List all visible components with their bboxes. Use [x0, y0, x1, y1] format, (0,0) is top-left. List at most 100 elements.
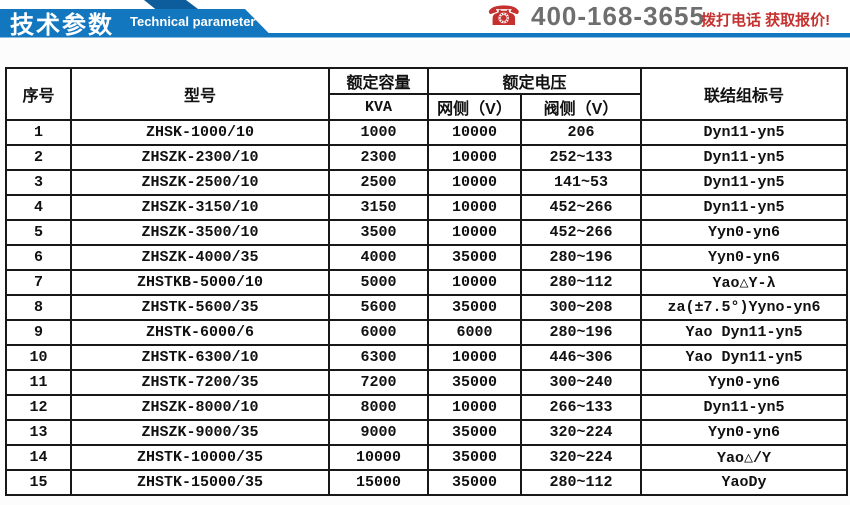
cell-grid: 35000 — [427, 294, 522, 321]
cell-kva: 3500 — [328, 219, 429, 246]
table-body: 1 ZHSK-1000/10 1000 10000 206 Dyn11-yn5 2 ZHSZK… — [5, 119, 849, 496]
cell-valve: 252~133 — [519, 144, 643, 171]
cell-conn: Dyn11-yn5 — [640, 194, 849, 221]
table-row: 6 ZHSZK-4000/35 4000 35000 280~196 Yyn0-yn6 — [5, 244, 849, 271]
cell-conn: YaoDy — [640, 469, 849, 496]
table-row: 3 ZHSZK-2500/10 2500 10000 141~53 Dyn11-yn5 — [5, 169, 849, 196]
cell-valve: 206 — [519, 119, 643, 146]
cell-grid: 35000 — [427, 419, 522, 446]
cell-conn: Dyn11-yn5 — [640, 119, 849, 146]
cell-model: ZHSZK-2300/10 — [70, 144, 330, 171]
cell-model: ZHSK-1000/10 — [70, 119, 330, 146]
cell-valve: 452~266 — [519, 219, 643, 246]
cell-kva: 2500 — [328, 169, 429, 196]
cell-valve: 300~208 — [519, 294, 643, 321]
cell-valve: 452~266 — [519, 194, 643, 221]
header-row-2: KVA 网侧（V） 阀侧（V） — [6, 93, 847, 121]
cell-seq: 10 — [5, 344, 72, 371]
cell-seq: 15 — [5, 469, 72, 496]
col-header-seq: 序号 — [5, 67, 72, 121]
cell-grid: 10000 — [427, 344, 522, 371]
cell-kva: 1000 — [328, 119, 429, 146]
cell-model: ZHSTK-6000/6 — [70, 319, 330, 346]
cell-conn: Yyn0-yn6 — [640, 369, 849, 396]
cell-kva: 3150 — [328, 194, 429, 221]
col-header-valve-side: 阀侧（V） — [519, 93, 643, 121]
table-header: 序号 型号 额定容量 额定电压 联结组标号 KVA 网侧（V） 阀侧（V） — [5, 67, 849, 121]
cell-seq: 12 — [5, 394, 72, 421]
cell-conn: Yao△Y-λ — [640, 269, 849, 296]
cell-seq: 3 — [5, 169, 72, 196]
cell-grid: 35000 — [427, 469, 522, 496]
cell-conn: Yyn0-yn6 — [640, 244, 849, 271]
table-row: 4 ZHSZK-3150/10 3150 10000 452~266 Dyn11-yn5 — [5, 194, 849, 221]
cell-grid: 10000 — [427, 394, 522, 421]
cell-model: ZHSTKB-5000/10 — [70, 269, 330, 296]
cell-grid: 6000 — [427, 319, 522, 346]
cell-kva: 6300 — [328, 344, 429, 371]
cell-grid: 10000 — [427, 194, 522, 221]
page-header: 技术参数 Technical parameter ☎ 400-168-3655 … — [0, 0, 850, 40]
phone-number: 400-168-3655 — [531, 1, 705, 31]
cell-valve: 266~133 — [519, 394, 643, 421]
col-header-connection: 联结组标号 — [640, 67, 849, 121]
cell-seq: 14 — [5, 444, 72, 471]
cell-conn: Dyn11-yn5 — [640, 169, 849, 196]
banner-ribbon — [0, 0, 850, 38]
cell-valve: 280~196 — [519, 319, 643, 346]
banner-rule — [250, 33, 850, 38]
cell-conn: Yao Dyn11-yn5 — [640, 319, 849, 346]
table-row: 11 ZHSTK-7200/35 7200 35000 300~240 Yyn0-yn6 — [5, 369, 849, 396]
cell-grid: 10000 — [427, 169, 522, 196]
col-header-capacity-unit: KVA — [328, 93, 429, 121]
table-row: 12 ZHSZK-8000/10 8000 10000 266~133 Dyn11-yn5 — [5, 394, 849, 421]
cell-seq: 2 — [5, 144, 72, 171]
cell-kva: 5600 — [328, 294, 429, 321]
table-row: 8 ZHSTK-5600/35 5600 35000 300~208 za(±7.5°)Y… — [5, 294, 849, 321]
cell-seq: 1 — [5, 119, 72, 146]
cell-model: ZHSTK-5600/35 — [70, 294, 330, 321]
col-header-grid-side: 网侧（V） — [427, 93, 522, 121]
table-row: 14 ZHSTK-10000/35 10000 35000 320~224 Yao△/Y — [5, 444, 849, 471]
cell-valve: 141~53 — [519, 169, 643, 196]
cell-conn: Yao Dyn11-yn5 — [640, 344, 849, 371]
cell-conn: Yyn0-yn6 — [640, 419, 849, 446]
cell-model: ZHSZK-2500/10 — [70, 169, 330, 196]
phone-icon: ☎ — [487, 1, 521, 31]
cell-conn: Dyn11-yn5 — [640, 144, 849, 171]
cell-seq: 6 — [5, 244, 72, 271]
cell-seq: 9 — [5, 319, 72, 346]
col-header-model: 型号 — [70, 67, 330, 121]
table-row: 15 ZHSTK-15000/35 15000 35000 280~112 YaoDy — [5, 469, 849, 496]
cell-model: ZHSZK-9000/35 — [70, 419, 330, 446]
cell-grid: 35000 — [427, 244, 522, 271]
cell-conn: Dyn11-yn5 — [640, 394, 849, 421]
cell-valve: 280~196 — [519, 244, 643, 271]
cell-conn: Yyn0-yn6 — [640, 219, 849, 246]
cell-seq: 7 — [5, 269, 72, 296]
cell-kva: 7200 — [328, 369, 429, 396]
cell-model: ZHSTK-6300/10 — [70, 344, 330, 371]
cell-valve: 280~112 — [519, 269, 643, 296]
cell-kva: 6000 — [328, 319, 429, 346]
cell-valve: 280~112 — [519, 469, 643, 496]
table-row: 10 ZHSTK-6300/10 6300 10000 446~306 Yao Dyn11… — [5, 344, 849, 371]
cell-grid: 35000 — [427, 444, 522, 471]
cell-valve: 446~306 — [519, 344, 643, 371]
cell-model: ZHSTK-10000/35 — [70, 444, 330, 471]
cell-model: ZHSZK-3150/10 — [70, 194, 330, 221]
cell-valve: 320~224 — [519, 419, 643, 446]
cell-kva: 2300 — [328, 144, 429, 171]
cell-kva: 10000 — [328, 444, 429, 471]
cell-seq: 4 — [5, 194, 72, 221]
table-row: 7 ZHSTKB-5000/10 5000 10000 280~112 Yao△Y-λ — [5, 269, 849, 296]
cell-seq: 13 — [5, 419, 72, 446]
table-row: 2 ZHSZK-2300/10 2300 10000 252~133 Dyn11-yn5 — [5, 144, 849, 171]
table-row: 1 ZHSK-1000/10 1000 10000 206 Dyn11-yn5 — [5, 119, 849, 146]
cell-model: ZHSZK-3500/10 — [70, 219, 330, 246]
banner-main-shape — [0, 9, 273, 38]
cell-seq: 8 — [5, 294, 72, 321]
col-header-voltage: 额定电压 — [426, 67, 643, 95]
phone-cta[interactable]: 拨打电话 获取报价! — [701, 12, 831, 29]
